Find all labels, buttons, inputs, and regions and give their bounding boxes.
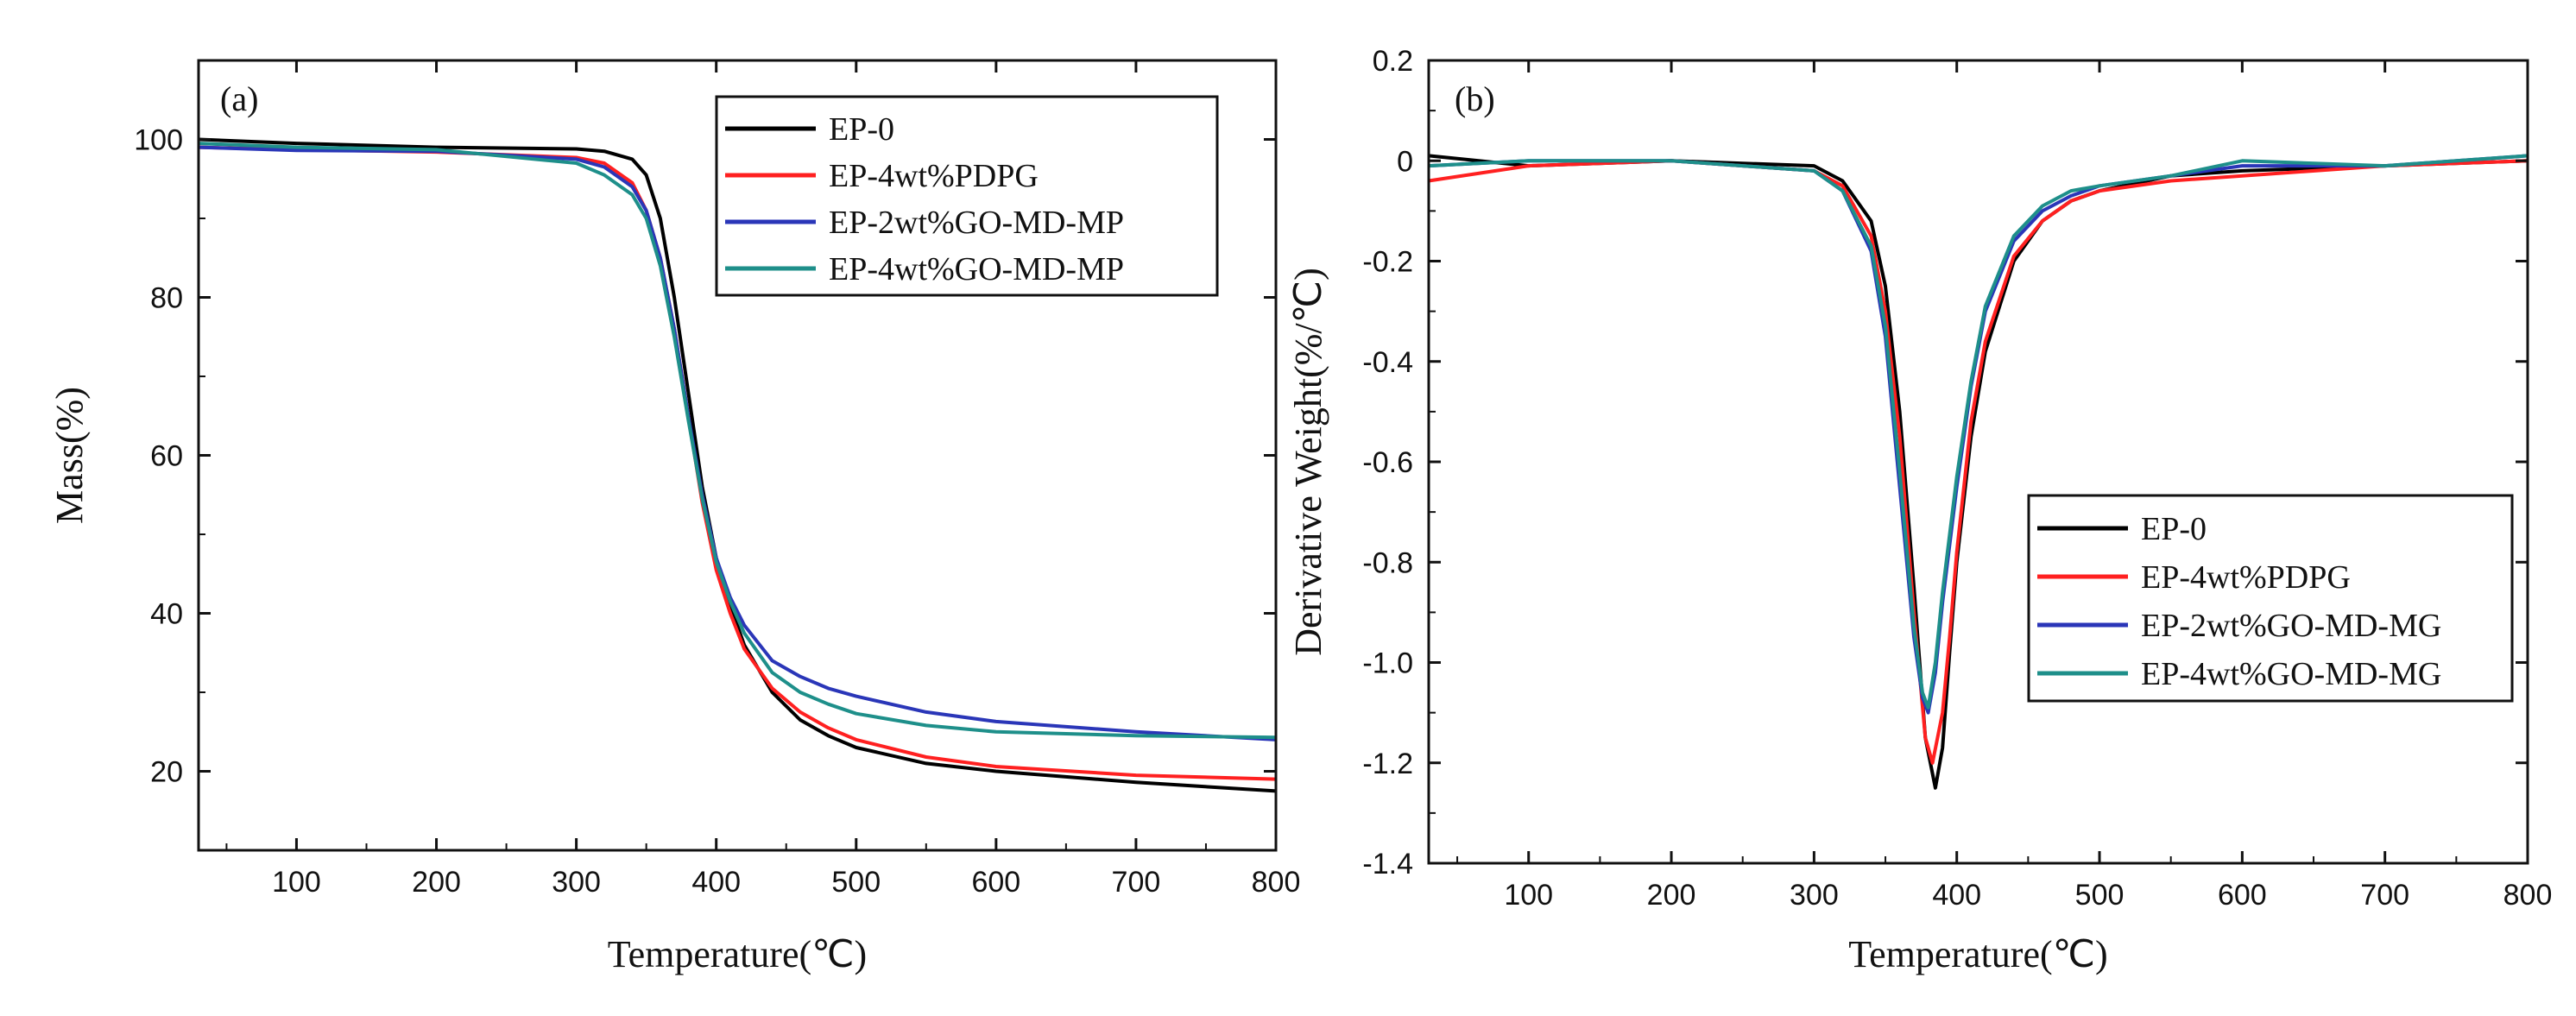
panel-label-b: (b) <box>1455 79 1495 118</box>
series-line-b-1 <box>1428 159 2529 765</box>
y-tick-label-a-3: 80 <box>150 282 183 315</box>
x-tick-label-a-7: 800 <box>1252 866 1301 899</box>
y-tick-label-b-8: -1.4 <box>1362 848 1413 880</box>
x-tick-label-b-1: 200 <box>1647 879 1696 912</box>
legend-label-a-2: EP-2wt%GO-MD-MP <box>829 205 1124 241</box>
x-tick-label-b-5: 600 <box>2218 879 2267 912</box>
y-tick-label-b-2: -0.2 <box>1362 246 1413 279</box>
legend-b: EP-0 EP-4wt%PDPG EP-2wt%GO-MD-MG EP-4wt%GO-… <box>2027 494 2514 703</box>
y-tick-label-a-0: 20 <box>150 756 183 789</box>
x-tick-label-a-2: 300 <box>552 866 601 899</box>
y-tick-label-b-3: -0.4 <box>1362 346 1413 379</box>
y-tick-label-a-4: 100 <box>134 124 183 157</box>
series-line-b-3 <box>1428 154 2529 710</box>
legend-label-b-2: EP-2wt%GO-MD-MG <box>2141 608 2441 644</box>
panel-label-a: (a) <box>220 79 258 118</box>
x-tick-label-a-3: 400 <box>691 866 741 899</box>
x-axis-title-b: Temperature(℃) <box>1848 933 2107 975</box>
legend-label-a-1: EP-4wt%PDPG <box>829 158 1039 194</box>
x-tick-label-b-6: 700 <box>2360 879 2409 912</box>
x-tick-label-a-4: 500 <box>831 866 881 899</box>
plot-frame-b <box>1427 59 2529 865</box>
legend-label-a-0: EP-0 <box>829 111 894 148</box>
x-tick-label-b-2: 300 <box>1790 879 1839 912</box>
panel-b: 100 200 300 400 500 600 700 800 0.2 0 -0.2 -0.4 -0.6… <box>1287 45 2552 975</box>
x-tick-label-a-0: 100 <box>272 866 321 899</box>
y-tick-label-b-7: -1.2 <box>1362 748 1413 780</box>
y-tick-label-b-4: -0.6 <box>1362 446 1413 479</box>
x-tick-label-a-5: 600 <box>971 866 1020 899</box>
y-axis-title-a: Mass(%) <box>48 387 91 524</box>
legend-label-b-0: EP-0 <box>2141 511 2207 547</box>
y-tick-label-b-6: -1.0 <box>1362 647 1413 680</box>
x-tick-label-b-4: 500 <box>2075 879 2125 912</box>
x-tick-label-a-6: 700 <box>1112 866 1161 899</box>
x-tick-label-a-1: 200 <box>412 866 461 899</box>
x-tick-label-b-3: 400 <box>1932 879 1981 912</box>
y-tick-label-a-2: 60 <box>150 440 183 473</box>
legend-label-b-1: EP-4wt%PDPG <box>2141 559 2351 596</box>
y-axis-title-b: Derivative Weight(%/℃) <box>1287 268 1329 655</box>
y-tick-label-b-0: 0.2 <box>1373 45 1413 78</box>
series-line-a-3 <box>198 142 1277 740</box>
y-tick-label-b-5: -0.8 <box>1362 546 1413 579</box>
x-axis-title-a: Temperature(℃) <box>608 933 867 975</box>
x-tick-label-b-0: 100 <box>1504 879 1553 912</box>
legend-label-b-3: EP-4wt%GO-MD-MG <box>2141 656 2441 692</box>
y-tick-label-b-1: 0 <box>1397 145 1413 178</box>
legend-a: EP-0 EP-4wt%PDPG EP-2wt%GO-MD-MP EP-4wt%GO-… <box>715 95 1219 297</box>
legend-label-a-3: EP-4wt%GO-MD-MP <box>829 251 1124 287</box>
x-tick-label-b-7: 800 <box>2503 879 2553 912</box>
y-tick-label-a-1: 40 <box>150 598 183 631</box>
